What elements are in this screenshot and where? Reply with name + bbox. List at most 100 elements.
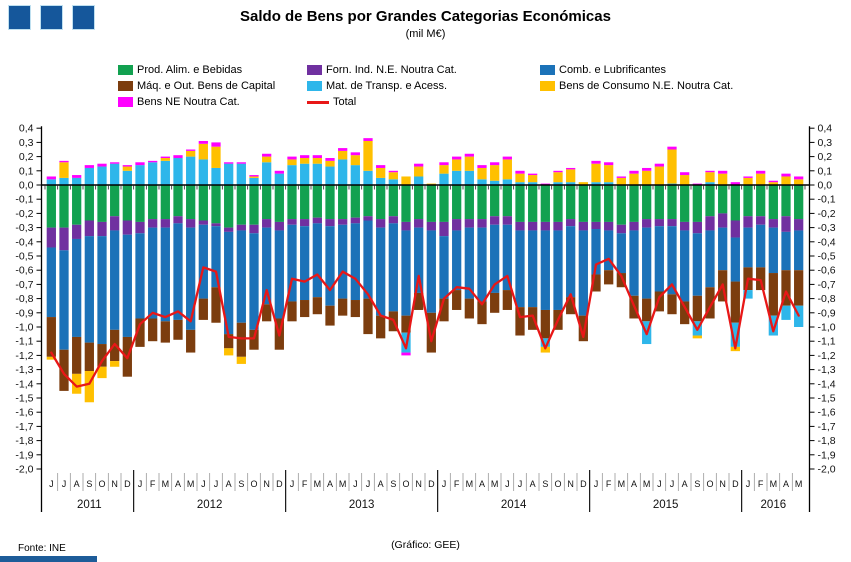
bar-segment <box>553 185 563 222</box>
bar-segment <box>604 221 614 231</box>
y-tick-label: -1,3 <box>15 364 33 376</box>
bar-segment <box>287 185 297 220</box>
bar-segment <box>667 226 677 295</box>
bar-segment <box>198 143 208 160</box>
bar-segment <box>768 315 778 336</box>
bar-segment <box>236 163 246 185</box>
bar-segment <box>768 185 778 220</box>
bar-segment <box>249 233 259 330</box>
bar-segment <box>401 185 411 222</box>
bar-segment <box>692 233 702 296</box>
bar-segment <box>566 226 576 298</box>
bar-segment <box>376 177 386 185</box>
bar-segment <box>477 179 487 185</box>
legend-item-bens-consumo: Bens de Consumo N.E. Noutra Cat. <box>540 80 733 92</box>
bar-segment <box>452 170 462 185</box>
y-tick-label: -0,5 <box>818 251 836 263</box>
y-tick-label: -2,0 <box>15 464 33 476</box>
bar-segment <box>604 270 614 285</box>
bar-segment <box>160 219 170 228</box>
bar-segment <box>464 298 474 319</box>
bar-segment <box>528 182 538 185</box>
total-polyline <box>50 257 800 388</box>
bar-segment <box>477 219 487 228</box>
bar-segment <box>452 156 462 160</box>
bar-segment <box>528 221 538 231</box>
bar-segment <box>59 185 69 228</box>
y-tick-label: -0,4 <box>15 236 33 248</box>
bar-segment <box>312 223 322 298</box>
y-tick-label: -1,7 <box>15 421 33 433</box>
bar-segment <box>452 230 462 291</box>
bar-segment <box>794 230 804 271</box>
bar-segment <box>566 167 576 170</box>
bar-segment <box>287 165 297 185</box>
legend-label: Total <box>333 96 357 108</box>
bar-segment <box>363 170 373 185</box>
bar-segment <box>388 185 398 217</box>
y-tick-label: 0,2 <box>818 151 833 163</box>
bar-segment <box>452 219 462 231</box>
bar-segment <box>236 356 246 364</box>
bar-segment <box>135 185 145 222</box>
bar-segment <box>110 230 120 330</box>
y-tick-label: 0,3 <box>818 137 833 149</box>
bar-segment <box>616 273 626 288</box>
bar-segment <box>464 185 474 220</box>
bar-segment <box>84 371 94 403</box>
bar-segment <box>756 224 766 268</box>
y-tick-label: -0,6 <box>818 265 836 277</box>
month-label: D <box>428 479 435 489</box>
bar-segment <box>743 176 753 178</box>
logo-square <box>8 5 31 30</box>
bar-segment <box>350 300 360 318</box>
bar-segment <box>325 226 335 306</box>
bar-segment <box>46 185 56 228</box>
month-label: A <box>327 479 333 489</box>
bar-segment <box>274 173 284 185</box>
bar-segment <box>148 318 158 342</box>
bar-segment <box>490 216 500 225</box>
bar-segment <box>502 159 512 180</box>
year-label: 2014 <box>501 499 527 511</box>
bar-segment <box>211 167 221 185</box>
bar-segment <box>667 219 677 227</box>
bar-segment <box>490 185 500 217</box>
bar-segment <box>756 267 766 291</box>
month-label: J <box>442 479 447 489</box>
month-label: A <box>74 479 80 489</box>
bar-segment <box>249 177 259 185</box>
y-tick-label: -0,2 <box>15 208 33 220</box>
bar-segment <box>350 223 360 301</box>
bar-segment <box>224 334 234 349</box>
bar-segment <box>363 140 373 171</box>
y-axis-left: 0,4 0,3 0,2 0,1 0,0 -0,1 -0,2 -0,3 -0,4 -0,5 -0,6 -… <box>15 123 43 512</box>
bar-segment <box>236 162 246 164</box>
bar-segment <box>616 176 626 178</box>
month-label: D <box>276 479 283 489</box>
bar-segment <box>325 160 335 167</box>
bar-segment <box>186 219 196 228</box>
y-tick-label: -1,8 <box>15 435 33 447</box>
bar-segment <box>477 227 487 302</box>
bar-segment <box>59 177 69 185</box>
bar-segment <box>249 175 259 177</box>
bar-segment <box>135 318 145 347</box>
bar-segment <box>414 176 424 185</box>
month-label: N <box>415 479 422 489</box>
bar-segment <box>122 185 132 221</box>
bar-segment <box>300 185 310 220</box>
bar-segment <box>198 298 208 320</box>
bar-segment <box>224 185 234 228</box>
bar-segment <box>262 162 272 185</box>
bar-segment <box>376 219 386 228</box>
bar-segment <box>338 159 348 185</box>
bar-segment <box>578 315 588 342</box>
month-label: F <box>150 479 156 489</box>
month-label: M <box>770 479 778 489</box>
bar-segment <box>477 167 487 180</box>
bar-segment <box>667 183 677 185</box>
month-label: A <box>378 479 384 489</box>
bar-segment <box>312 297 322 315</box>
